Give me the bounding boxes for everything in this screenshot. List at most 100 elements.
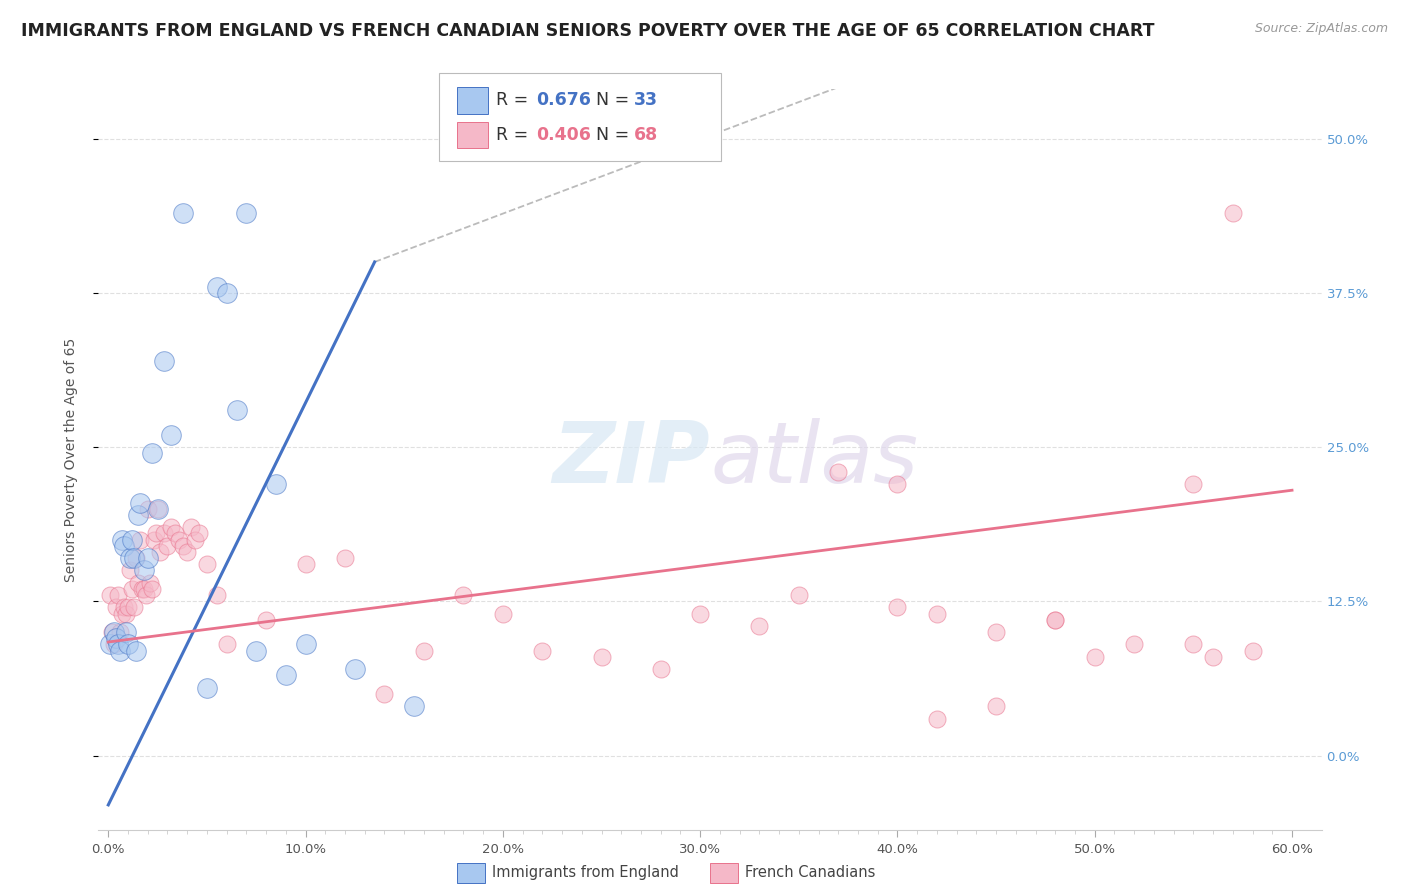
Point <box>787 588 810 602</box>
Point <box>142 533 165 547</box>
Point <box>274 668 297 682</box>
Point <box>136 501 159 516</box>
Point <box>294 558 316 572</box>
Point <box>131 582 153 596</box>
Point <box>1222 205 1244 219</box>
Text: Immigrants from England: Immigrants from England <box>492 865 679 880</box>
Point <box>1182 477 1205 491</box>
Point <box>205 279 228 293</box>
Point <box>136 551 159 566</box>
Point <box>413 643 436 657</box>
Text: 0.406: 0.406 <box>536 126 591 144</box>
Point <box>98 638 121 652</box>
Point <box>112 600 135 615</box>
Point <box>254 613 277 627</box>
Point <box>188 526 211 541</box>
Point <box>141 582 163 596</box>
Point <box>115 607 138 621</box>
Point <box>1123 638 1146 652</box>
Point <box>127 508 149 522</box>
Point <box>135 588 157 602</box>
Point <box>122 551 145 566</box>
Point <box>132 564 155 578</box>
Point <box>108 625 131 640</box>
Point <box>531 643 554 657</box>
Point <box>108 643 131 657</box>
Point <box>125 643 148 657</box>
Point <box>404 699 426 714</box>
Point <box>132 582 155 596</box>
Point <box>492 607 515 621</box>
Text: IMMIGRANTS FROM ENGLAND VS FRENCH CANADIAN SENIORS POVERTY OVER THE AGE OF 65 CO: IMMIGRANTS FROM ENGLAND VS FRENCH CANADI… <box>21 22 1154 40</box>
Point <box>115 625 138 640</box>
Point <box>925 607 948 621</box>
Point <box>112 539 135 553</box>
Text: 0.676: 0.676 <box>536 92 591 110</box>
Point <box>107 638 129 652</box>
Point <box>984 625 1007 640</box>
Point <box>373 687 395 701</box>
Point <box>152 353 174 368</box>
Text: Source: ZipAtlas.com: Source: ZipAtlas.com <box>1254 22 1388 36</box>
Point <box>160 520 183 534</box>
Point <box>245 643 267 657</box>
Text: French Canadians: French Canadians <box>745 865 876 880</box>
Point <box>195 558 218 572</box>
Point <box>141 446 163 460</box>
Point <box>1182 638 1205 652</box>
Point <box>984 699 1007 714</box>
Point <box>128 533 150 547</box>
Point <box>118 551 141 566</box>
Text: atlas: atlas <box>710 417 918 501</box>
Point <box>146 501 169 516</box>
Point <box>127 575 149 590</box>
Point <box>591 649 613 664</box>
Point <box>103 638 125 652</box>
Point <box>1084 649 1107 664</box>
Point <box>180 520 202 534</box>
Point <box>101 625 124 640</box>
Point <box>125 551 148 566</box>
Point <box>176 545 198 559</box>
Point <box>145 526 167 541</box>
Text: N =: N = <box>585 126 634 144</box>
Point <box>111 533 134 547</box>
Point <box>107 588 129 602</box>
Point <box>650 662 672 676</box>
Point <box>172 205 194 219</box>
Y-axis label: Seniors Poverty Over the Age of 65: Seniors Poverty Over the Age of 65 <box>63 337 77 582</box>
Point <box>128 495 150 509</box>
Point <box>453 588 475 602</box>
Text: 68: 68 <box>634 126 658 144</box>
Point <box>886 477 908 491</box>
Text: N =: N = <box>585 92 634 110</box>
Point <box>105 632 128 646</box>
Text: R =: R = <box>496 126 534 144</box>
Point <box>111 607 134 621</box>
Point <box>205 588 228 602</box>
Point <box>118 564 141 578</box>
Point <box>117 638 139 652</box>
Point <box>98 588 121 602</box>
Point <box>122 600 145 615</box>
Point <box>1202 649 1225 664</box>
Point <box>152 526 174 541</box>
Point <box>748 619 770 633</box>
Point <box>121 533 143 547</box>
Point <box>1045 613 1067 627</box>
Point <box>333 551 356 566</box>
Point <box>156 539 179 553</box>
Point <box>1241 643 1264 657</box>
Point <box>184 533 207 547</box>
Point <box>925 712 948 726</box>
Point <box>264 477 287 491</box>
Point <box>195 681 218 695</box>
Point <box>343 662 366 676</box>
Point <box>294 638 316 652</box>
Point <box>886 600 908 615</box>
Point <box>105 600 128 615</box>
Point <box>117 600 139 615</box>
Point <box>138 575 160 590</box>
Text: 33: 33 <box>634 92 658 110</box>
Point <box>121 582 143 596</box>
